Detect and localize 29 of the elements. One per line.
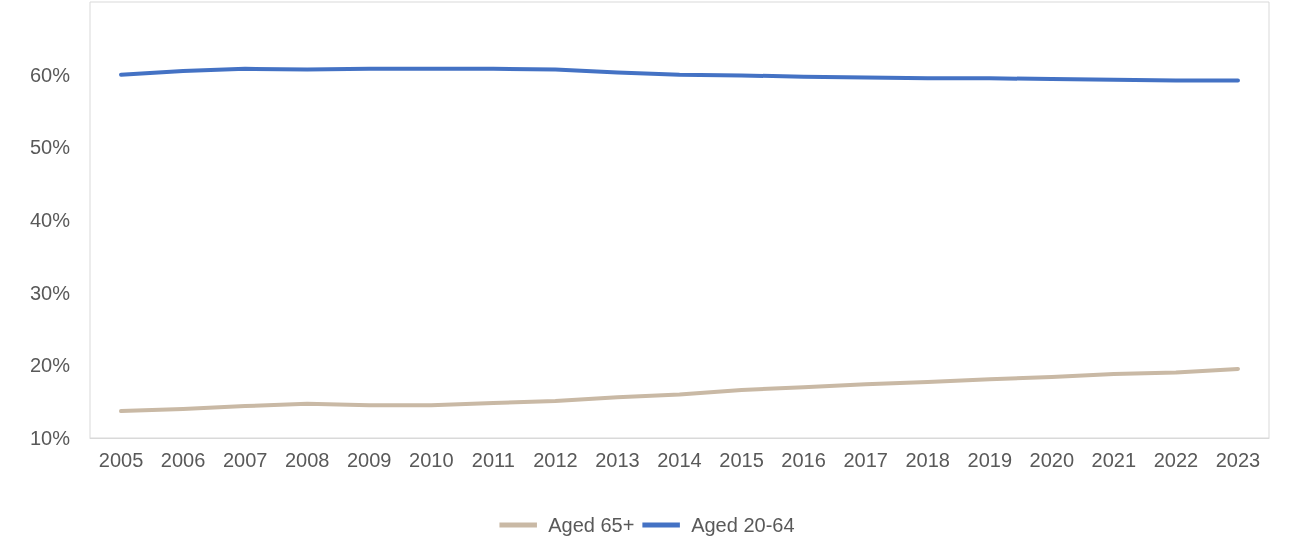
x-tick-label: 2014 [657, 449, 702, 471]
y-tick-label: 30% [29, 281, 71, 304]
x-tick-label: 2012 [533, 449, 578, 471]
x-tick-label: 2010 [409, 449, 454, 471]
line-series [119, 366, 1240, 414]
x-tick-label: 2023 [1215, 449, 1261, 471]
line-series [119, 66, 1240, 83]
x-tick-label: 2021 [1091, 449, 1137, 471]
x-tick-label: 2005 [98, 449, 144, 471]
x-tick-label: 2011 [471, 449, 515, 471]
x-tick-label: 2008 [284, 449, 330, 471]
x-tick-label: 2016 [781, 449, 826, 471]
y-tick-label: 20% [29, 354, 71, 377]
x-tick-label: 2018 [905, 449, 950, 471]
y-tick-label: 50% [29, 136, 71, 159]
x-tick-label: 2020 [1029, 449, 1075, 471]
x-tick-label: 2015 [719, 449, 764, 471]
legend-label: Aged 65+ [548, 514, 635, 536]
y-tick-label: 60% [29, 63, 71, 86]
x-tick-label: 2022 [1153, 449, 1199, 471]
x-tick-label: 2017 [843, 449, 888, 471]
legend-label: Aged 20-64 [691, 514, 795, 536]
x-tick-label: 2013 [595, 449, 640, 471]
x-tick-label: 2019 [967, 449, 1013, 471]
x-tick-label: 2007 [222, 449, 268, 471]
y-tick-label: 40% [29, 209, 71, 231]
x-tick-label: 2006 [160, 449, 206, 471]
y-tick-label: 10% [29, 427, 71, 449]
x-tick-label: 2009 [346, 449, 392, 471]
